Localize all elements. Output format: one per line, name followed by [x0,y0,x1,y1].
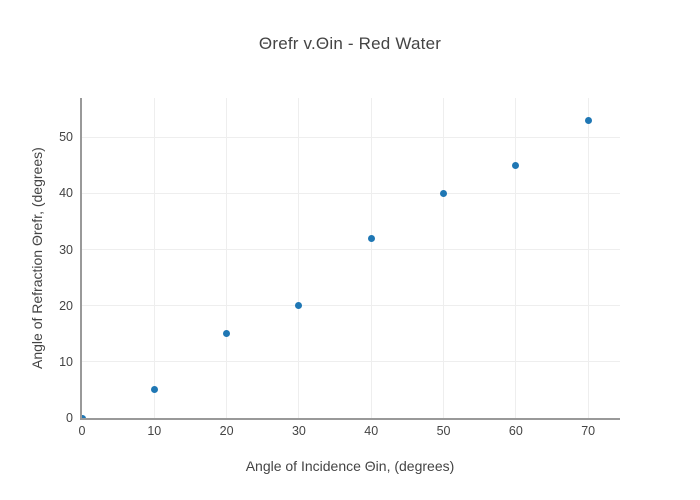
scatter-point [223,330,231,338]
gridline [82,305,620,307]
gridline [587,98,589,418]
gridline [82,192,620,194]
gridline [298,98,300,418]
scatter-point [512,161,520,169]
scatter-point [367,234,375,242]
gridline [226,98,228,418]
scatter-point [150,386,158,394]
chart-title: Θrefr v.Θin - Red Water [258,34,442,53]
x-tick-label: 0 [78,424,86,438]
x-tick-label: 40 [364,424,379,438]
y-tick-label: 10 [59,354,73,369]
y-tick-label: 40 [59,186,73,201]
x-tick-label: 20 [219,424,234,438]
y-tick-label: 50 [59,130,73,145]
scatter-point [82,414,86,418]
y-tick-label: 0 [66,411,73,425]
x-tick-label: 60 [508,424,523,438]
y-tick-label: 30 [59,242,73,257]
gridline [82,361,620,363]
gridline [443,98,445,418]
scatter-point [584,116,592,124]
y-axis-title: Angle of Refraction Θrefr, (degrees) [29,147,45,369]
x-tick-label: 70 [581,424,596,438]
plot-area [80,98,620,420]
x-axis-title: Angle of Incidence Θin, (degrees) [245,458,455,474]
scatter-point [295,302,303,310]
gridline [82,249,620,251]
gridline [370,98,372,418]
x-tick-label: 50 [436,424,451,438]
gridline [515,98,517,418]
scatter-point [440,189,448,197]
gridline [153,98,155,418]
y-tick-label: 20 [59,298,73,313]
gridline [82,136,620,138]
x-tick-label: 30 [291,424,306,438]
x-tick-label: 10 [147,424,162,438]
